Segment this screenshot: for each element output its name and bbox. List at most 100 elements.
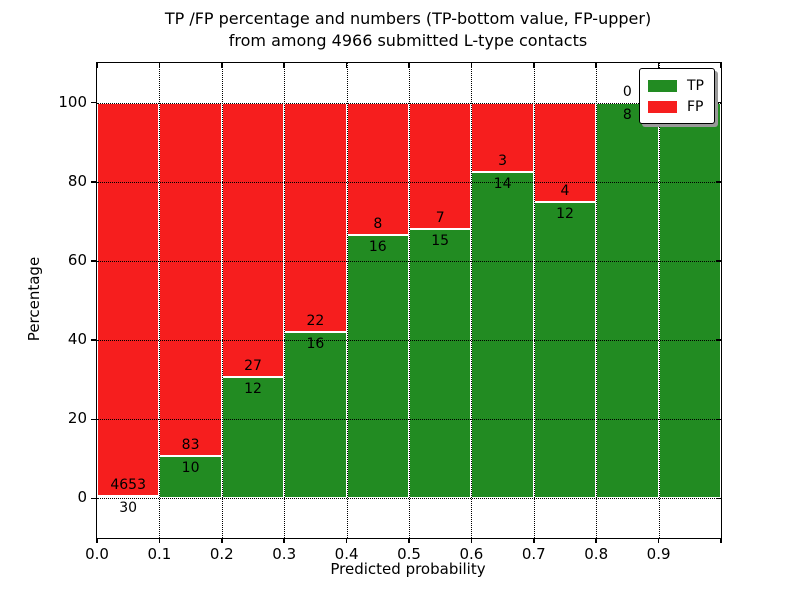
vertical-gridline (284, 63, 286, 538)
chart-title: TP /FP percentage and numbers (TP-bottom… (96, 8, 720, 52)
vertical-gridline (159, 63, 161, 538)
bar-segment-tp (471, 172, 534, 499)
y-axis-label: Percentage (25, 256, 43, 342)
x-tick-top (221, 63, 223, 68)
bar-segment-tp (596, 102, 659, 499)
vertical-gridline (346, 63, 348, 538)
y-tick-label: 0 (77, 488, 87, 507)
fp-count-label: 4 (560, 182, 570, 199)
x-tick-label: 0.4 (334, 545, 359, 563)
bar-segment-fp (159, 102, 222, 456)
plot-area: 0.0 0.1 0.2 0.3 0.4 0.5 0.6 0.7 0.8 0.9 0 20 40 60 80 1… (58, 62, 722, 563)
y-tick-label: 100 (58, 92, 87, 111)
y-tick-right (716, 101, 721, 104)
bar-segment-fp (346, 102, 409, 235)
x-tick-bottom (595, 538, 597, 543)
vertical-gridline (533, 63, 535, 538)
fp-count-label: 3 (498, 153, 508, 170)
x-tick-label: 0.3 (272, 545, 297, 563)
vertical-gridline (221, 63, 223, 538)
tp-count-label: 8 (622, 106, 632, 123)
tp-count-label: 10 (181, 459, 200, 476)
x-tick-bottom (221, 538, 223, 543)
horizontal-gridline (97, 102, 721, 104)
y-tick-left (90, 497, 96, 500)
bar-segment-tp (284, 331, 347, 499)
x-tick-top (470, 63, 473, 68)
y-tick-left (90, 260, 96, 262)
x-tick-bottom (158, 538, 161, 543)
tp-count-label: 12 (244, 380, 262, 397)
x-tick-top (720, 63, 722, 68)
tp-count-label: 16 (306, 335, 325, 352)
x-tick-top (283, 63, 285, 68)
fp-count-label: 7 (435, 209, 445, 226)
x-tick-top (345, 63, 348, 68)
vertical-gridline (658, 63, 660, 538)
bar-segment-fp (409, 102, 472, 229)
legend: TP FP (639, 68, 715, 124)
x-tick-label: 0.7 (521, 545, 546, 563)
y-tick-right (716, 339, 721, 341)
bar-segment-fp (221, 102, 285, 377)
y-tick-right (716, 181, 721, 183)
tp-count-label: 15 (431, 232, 450, 249)
y-tick-left (90, 418, 96, 420)
x-tick-label: 0.1 (147, 545, 172, 563)
bar-segment-tp (658, 102, 721, 499)
horizontal-gridline (97, 498, 721, 500)
fp-count-label: 27 (244, 357, 262, 374)
bar-segment-tp (533, 201, 597, 499)
legend-label: TP (687, 77, 704, 94)
y-tick-label: 40 (67, 330, 87, 349)
x-tick-bottom (96, 538, 98, 543)
fp-count-label: 83 (181, 436, 200, 453)
x-tick-label: 0.8 (584, 545, 609, 563)
tp-count-label: 14 (493, 176, 512, 193)
x-tick-bottom (533, 538, 535, 543)
bar-segment-tp (221, 376, 285, 499)
x-tick-label: 0.2 (209, 545, 234, 563)
vertical-gridline (471, 63, 473, 538)
bar-segment-tp (346, 234, 409, 499)
legend-entry: TP (648, 75, 704, 96)
legend-label: FP (687, 98, 704, 115)
x-tick-bottom (657, 538, 660, 543)
bar-segment-fp (533, 102, 597, 202)
y-tick-right (716, 497, 721, 500)
y-tick-label: 20 (67, 409, 87, 428)
x-tick-bottom (470, 538, 473, 543)
fp-count-label: 22 (306, 312, 325, 329)
y-tick-left (90, 101, 96, 104)
y-tick-label: 80 (67, 171, 87, 190)
horizontal-gridline (97, 260, 721, 262)
x-axis-label: Predicted probability (330, 560, 486, 578)
chart-title-line2: from among 4966 submitted L-type contact… (228, 31, 588, 50)
bar-segment-fp (284, 102, 347, 332)
x-tick-top (533, 63, 535, 68)
x-tick-bottom (408, 538, 410, 543)
vertical-gridline (409, 63, 410, 538)
x-tick-top (96, 63, 98, 68)
fp-count-label: 0 (622, 83, 632, 100)
bar-segment-fp (471, 102, 534, 173)
x-tick-bottom (345, 538, 348, 543)
vertical-gridline (596, 63, 598, 538)
tp-count-label: 12 (556, 205, 574, 222)
y-tick-left (90, 181, 96, 183)
bar-segment-fp (97, 102, 160, 496)
x-tick-top (657, 63, 660, 68)
tp-count-label: 16 (368, 238, 387, 255)
x-tick-bottom (283, 538, 285, 543)
tp-swatch-icon (648, 79, 677, 92)
legend-entry: FP (648, 96, 704, 117)
y-tick-right (716, 418, 721, 420)
horizontal-gridline (97, 181, 721, 183)
chart-title-line1: TP /FP percentage and numbers (TP-bottom… (164, 9, 652, 28)
bar-segment-tp (97, 495, 160, 499)
fp-count-label: 8 (373, 215, 383, 232)
fp-swatch-icon (648, 100, 677, 113)
horizontal-gridline (97, 419, 721, 421)
x-tick-top (595, 63, 597, 68)
x-tick-label: 0.0 (85, 545, 109, 563)
